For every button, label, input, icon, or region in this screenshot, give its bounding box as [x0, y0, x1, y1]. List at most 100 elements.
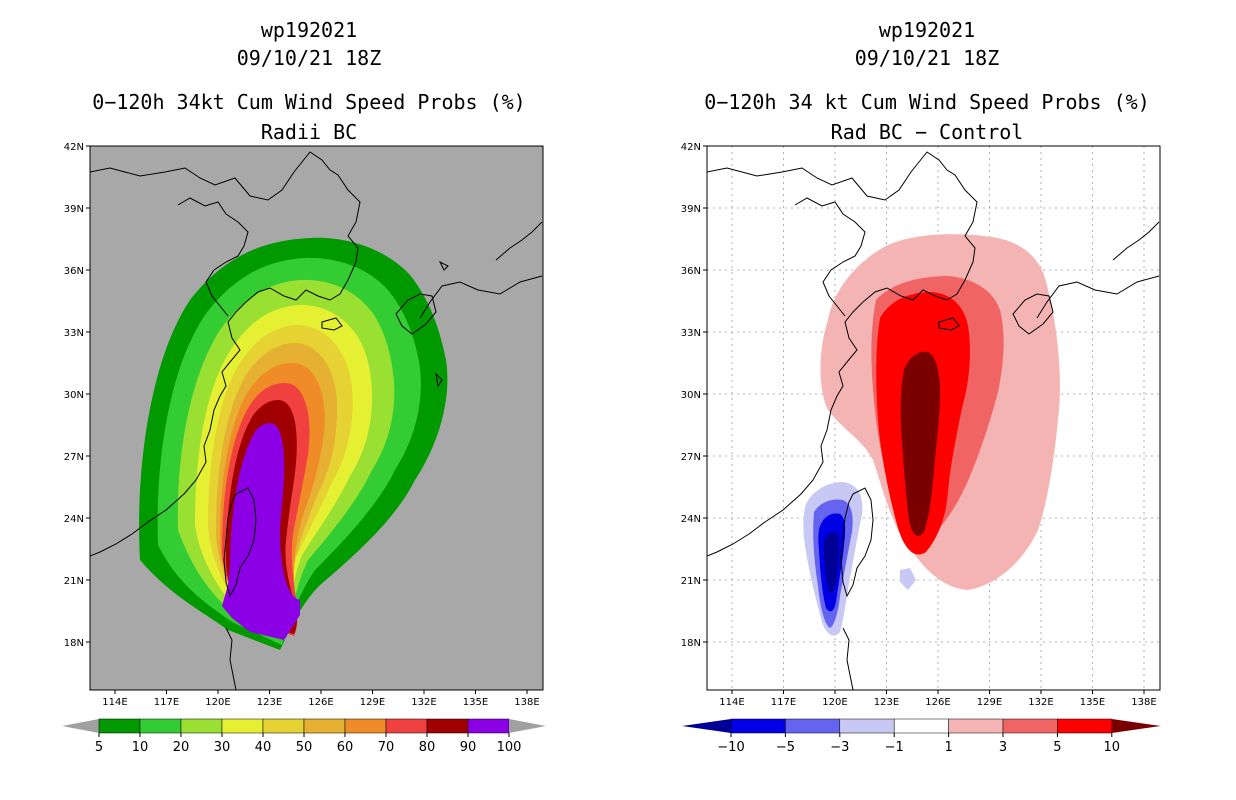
colorbar-label: 100 — [497, 740, 522, 755]
left-title: 0−120h 34kt Cum Wind Speed Probs (%) — [92, 90, 526, 114]
lon-tick-label: 123E — [874, 697, 899, 708]
colorbar-label: 3 — [999, 740, 1007, 755]
lat-tick-label: 42N — [64, 142, 84, 153]
lon-tick-label: 114E — [102, 697, 127, 708]
colorbar-segment — [467, 718, 510, 734]
right-latitude-ticks: 42N 39N 36N 33N 30N 27N 24N 21N 18N — [681, 142, 707, 649]
lat-tick-label: 30N — [64, 390, 84, 401]
colorbar-label: −3 — [830, 740, 849, 755]
left-colorbar: 5 10 20 30 40 50 60 70 80 90 100 — [62, 718, 546, 755]
left-map-frame — [89, 145, 544, 691]
colorbar-segment — [344, 718, 387, 734]
colorbar-segment — [1002, 718, 1058, 734]
lat-tick-label: 39N — [681, 204, 701, 215]
colorbar-label: 80 — [419, 740, 436, 755]
lon-tick-label: 135E — [463, 697, 488, 708]
colorbar-segment — [1057, 718, 1113, 734]
lat-tick-label: 18N — [64, 638, 84, 649]
right-longitude-ticks: 114E 117E 120E 123E 126E 129E 132E 135E 138E — [719, 690, 1157, 708]
right-datetime: 09/10/21 18Z — [854, 46, 1000, 70]
colorbar-segment — [98, 718, 141, 734]
lon-tick-label: 126E — [925, 697, 950, 708]
colorbar-segment — [180, 718, 223, 734]
colorbar-segment — [262, 718, 305, 734]
lat-tick-label: 36N — [64, 266, 84, 277]
left-datetime: 09/10/21 18Z — [236, 46, 382, 70]
colorbar-label: 60 — [337, 740, 354, 755]
lat-tick-label: 21N — [681, 576, 701, 587]
contour-90 — [222, 423, 300, 640]
lat-tick-label: 27N — [681, 452, 701, 463]
lon-tick-label: 120E — [205, 697, 230, 708]
lon-tick-label: 117E — [771, 697, 796, 708]
colorbar-label: 1 — [944, 740, 952, 755]
left-subtitle: Radii BC — [260, 120, 358, 144]
colorbar-over-triangle — [1111, 719, 1161, 733]
lat-tick-label: 27N — [64, 452, 84, 463]
lon-tick-label: 120E — [822, 697, 847, 708]
colorbar-label: 50 — [296, 740, 313, 755]
left-storm-id: wp192021 — [260, 18, 358, 42]
colorbar-segment — [303, 718, 346, 734]
right-coastlines — [707, 151, 1160, 690]
lon-tick-label: 123E — [257, 697, 282, 708]
lat-tick-label: 33N — [681, 328, 701, 339]
colorbar-label: 10 — [132, 740, 149, 755]
colorbar-segment — [385, 718, 428, 734]
left-map-svg: 42N 39N 36N 33N 30N 27N 24N 21N 18N 114E 117E 120E… — [62, 142, 546, 755]
lat-tick-label: 33N — [64, 328, 84, 339]
colorbar-segment — [730, 718, 786, 734]
lat-tick-label: 24N — [64, 514, 84, 525]
colorbar-label: −5 — [776, 740, 795, 755]
colorbar-segment — [893, 718, 949, 734]
colorbar-segment — [948, 718, 1004, 734]
colorbar-label: 30 — [214, 740, 231, 755]
colorbar-label: 10 — [1104, 740, 1121, 755]
lon-tick-label: 126E — [308, 697, 333, 708]
colorbar-under-triangle — [682, 719, 731, 733]
lat-tick-label: 39N — [64, 204, 84, 215]
lat-tick-label: 21N — [64, 576, 84, 587]
lon-tick-label: 138E — [1131, 697, 1156, 708]
lon-tick-label: 138E — [514, 697, 539, 708]
right-storm-id: wp192021 — [878, 18, 976, 42]
diff-over-10 — [900, 351, 940, 536]
right-map-frame — [706, 145, 1161, 691]
colorbar-segment — [139, 718, 182, 734]
left-latitude-ticks: 42N 39N 36N 33N 30N 27N 24N 21N 18N — [64, 142, 90, 649]
lon-tick-label: 132E — [1028, 697, 1053, 708]
lat-tick-label: 30N — [681, 390, 701, 401]
colorbar-label: 70 — [378, 740, 395, 755]
left-map-panel: wp192021 09/10/21 18Z 0−120h 34kt Cum Wi… — [62, 18, 546, 755]
lat-tick-label: 42N — [681, 142, 701, 153]
right-difference-contours — [803, 234, 1060, 636]
colorbar-segment — [426, 718, 469, 734]
right-colorbar: −10 −5 −3 −1 1 3 5 10 — [682, 718, 1161, 755]
lon-tick-label: 129E — [977, 697, 1002, 708]
colorbar-label: 5 — [95, 740, 103, 755]
lon-tick-label: 135E — [1080, 697, 1105, 708]
right-map-panel: wp192021 09/10/21 18Z 0−120h 34 kt Cum W… — [618, 0, 1236, 800]
lat-tick-label: 36N — [681, 266, 701, 277]
lon-tick-label: 114E — [719, 697, 744, 708]
colorbar-under-triangle — [62, 719, 99, 733]
colorbar-over-triangle — [509, 719, 546, 733]
diff-under-minus-10 — [824, 532, 840, 594]
left-probability-contours — [139, 237, 448, 650]
right-title: 0−120h 34 kt Cum Wind Speed Probs (%) — [704, 90, 1150, 114]
lat-tick-label: 24N — [681, 514, 701, 525]
lat-tick-label: 18N — [681, 638, 701, 649]
lon-tick-label: 129E — [360, 697, 385, 708]
right-map-svg: 42N 39N 36N 33N 30N 27N 24N 21N 18N 114E 117E 120E… — [681, 142, 1161, 755]
colorbar-label: 90 — [460, 740, 477, 755]
colorbar-segment — [839, 718, 895, 734]
right-subtitle: Rad BC − Control — [830, 120, 1024, 144]
colorbar-label: 5 — [1053, 740, 1061, 755]
left-coastlines — [90, 151, 543, 690]
colorbar-segment — [221, 718, 264, 734]
colorbar-segment — [785, 718, 841, 734]
lon-tick-label: 117E — [154, 697, 179, 708]
colorbar-label: 20 — [173, 740, 190, 755]
lon-tick-label: 132E — [411, 697, 436, 708]
colorbar-label: 40 — [255, 740, 272, 755]
